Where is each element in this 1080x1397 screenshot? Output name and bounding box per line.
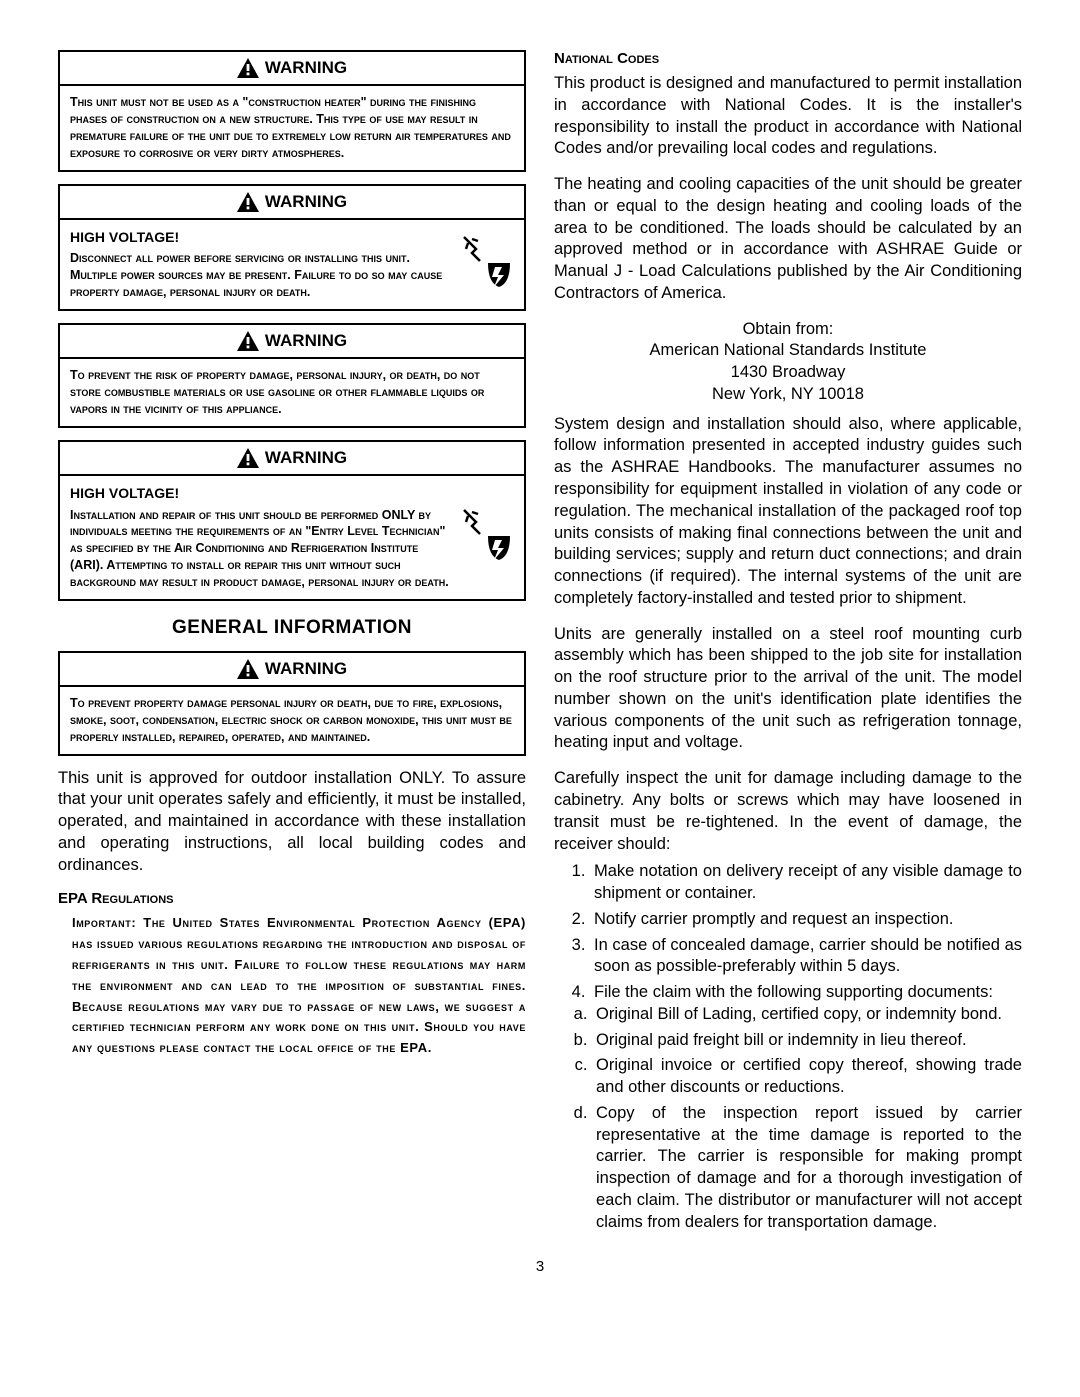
- warning-box-5: WARNING To prevent property damage perso…: [58, 651, 526, 756]
- epa-regulations-text: Important: The United States Environment…: [58, 913, 526, 1059]
- list-item: Original invoice or certified copy there…: [592, 1055, 1022, 1099]
- list-item: Copy of the inspection report issued by …: [592, 1103, 1022, 1234]
- high-voltage-title: HIGH VOLTAGE!: [70, 228, 454, 247]
- warning-triangle-icon: [237, 58, 259, 78]
- left-column: WARNING This unit must not be used as a …: [58, 50, 526, 1238]
- national-codes-text: This product is designed and manufacture…: [554, 73, 1022, 160]
- warning-text-4: Installation and repair of this unit sho…: [70, 508, 449, 590]
- electric-shock-icon: [462, 508, 516, 566]
- list-item-text: File the claim with the following suppor…: [594, 983, 993, 1001]
- warning-body-3: To prevent the risk of property damage, …: [60, 359, 524, 426]
- curb-text: Units are generally installed on a steel…: [554, 624, 1022, 755]
- page-number: 3: [58, 1258, 1022, 1275]
- general-information-heading: GENERAL INFORMATION: [58, 617, 526, 639]
- ansi-city: New York, NY 10018: [554, 384, 1022, 406]
- warning-box-1: WARNING This unit must not be used as a …: [58, 50, 526, 172]
- warning-header: WARNING: [60, 442, 524, 476]
- warning-label: WARNING: [265, 448, 347, 468]
- warning-header: WARNING: [60, 186, 524, 220]
- capacity-text: The heating and cooling capacities of th…: [554, 174, 1022, 305]
- warning-body-1: This unit must not be used as a "constru…: [60, 86, 524, 170]
- obtain-from-label: Obtain from:: [554, 319, 1022, 341]
- obtain-from-block: Obtain from: American National Standards…: [554, 319, 1022, 406]
- right-column: National Codes This product is designed …: [554, 50, 1022, 1238]
- warning-body-4: HIGH VOLTAGE! Installation and repair of…: [60, 476, 524, 599]
- warning-body-5: To prevent property damage personal inju…: [60, 687, 524, 754]
- list-item: Notify carrier promptly and request an i…: [590, 909, 1022, 931]
- list-item: In case of concealed damage, carrier sho…: [590, 935, 1022, 979]
- ansi-name: American National Standards Institute: [554, 340, 1022, 362]
- national-codes-heading: National Codes: [554, 50, 1022, 67]
- system-design-text: System design and installation should al…: [554, 414, 1022, 610]
- electric-shock-icon: [462, 235, 516, 293]
- warning-triangle-icon: [237, 331, 259, 351]
- inspect-text: Carefully inspect the unit for damage in…: [554, 768, 1022, 855]
- ansi-street: 1430 Broadway: [554, 362, 1022, 384]
- list-item: Make notation on delivery receipt of any…: [590, 861, 1022, 905]
- warning-box-2: WARNING HIGH VOLTAGE! Disconnect all pow…: [58, 184, 526, 312]
- warning-text-2: Disconnect all power before servicing or…: [70, 251, 442, 299]
- warning-header: WARNING: [60, 325, 524, 359]
- supporting-docs-list: Original Bill of Lading, certified copy,…: [592, 1004, 1022, 1234]
- list-item: File the claim with the following suppor…: [590, 982, 1022, 1233]
- warning-label: WARNING: [265, 58, 347, 78]
- high-voltage-title: HIGH VOLTAGE!: [70, 484, 454, 503]
- warning-triangle-icon: [237, 448, 259, 468]
- warning-triangle-icon: [237, 659, 259, 679]
- warning-triangle-icon: [237, 192, 259, 212]
- warning-label: WARNING: [265, 331, 347, 351]
- list-item: Original Bill of Lading, certified copy,…: [592, 1004, 1022, 1026]
- list-item: Original paid freight bill or indemnity …: [592, 1030, 1022, 1052]
- warning-body-2: HIGH VOLTAGE! Disconnect all power befor…: [60, 220, 524, 310]
- outdoor-install-text: This unit is approved for outdoor instal…: [58, 768, 526, 877]
- warning-header: WARNING: [60, 52, 524, 86]
- epa-regulations-heading: EPA Regulations: [58, 890, 526, 907]
- warning-label: WARNING: [265, 659, 347, 679]
- warning-box-3: WARNING To prevent the risk of property …: [58, 323, 526, 428]
- warning-label: WARNING: [265, 192, 347, 212]
- warning-header: WARNING: [60, 653, 524, 687]
- receiver-steps-list: Make notation on delivery receipt of any…: [554, 861, 1022, 1233]
- warning-box-4: WARNING HIGH VOLTAGE! Installation and r…: [58, 440, 526, 601]
